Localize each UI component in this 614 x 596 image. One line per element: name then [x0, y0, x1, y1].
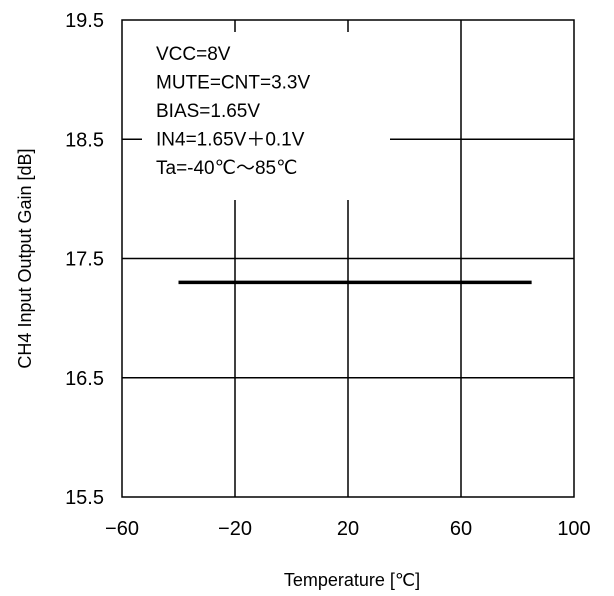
x-axis-ticks: −60 −20 20 60 100	[105, 518, 591, 540]
y-tick-label: 17.5	[65, 249, 104, 271]
annotation: VCC=8V MUTE=CNT=3.3V BIAS=1.65V IN4=1.65V＋0…	[156, 44, 310, 179]
y-tick-label: 15.5	[65, 487, 104, 509]
x-tick-label: 60	[450, 518, 472, 540]
y-tick-label: 18.5	[65, 129, 104, 151]
y-tick-label: 19.5	[65, 10, 104, 32]
plot-frame	[121, 19, 575, 498]
annotation-line: MUTE=CNT=3.3V	[156, 73, 310, 94]
annotation-box	[142, 32, 390, 200]
x-tick-label: −60	[105, 518, 139, 540]
annotation-line: Ta=-40℃～85℃	[156, 158, 297, 179]
y-axis-title: CH4 Input Output Gain [dB]	[15, 148, 35, 368]
x-tick-label: 100	[557, 518, 590, 540]
x-axis-title: Temperature [℃]	[284, 570, 420, 590]
annotation-line: VCC=8V	[156, 44, 231, 65]
x-tick-label: 20	[337, 518, 359, 540]
y-tick-label: 16.5	[65, 368, 104, 390]
annotation-line: BIAS=1.65V	[156, 101, 260, 122]
annotation-line: IN4=1.65V＋0.1V	[156, 130, 305, 151]
x-tick-label: −20	[218, 518, 252, 540]
y-axis-ticks: 15.5 16.5 17.5 18.5 19.5	[65, 10, 104, 509]
